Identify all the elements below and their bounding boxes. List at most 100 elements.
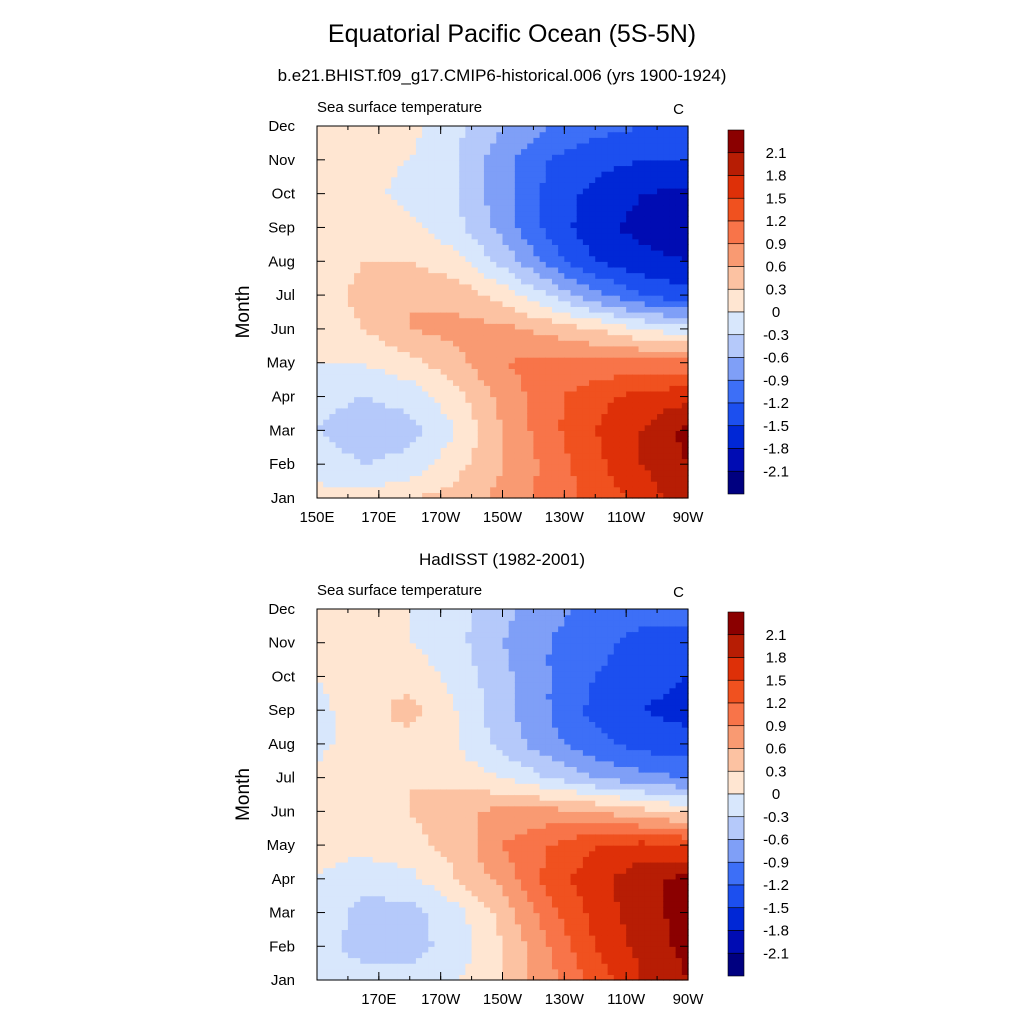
heatmap-cell xyxy=(378,328,386,336)
heatmap-cell xyxy=(385,895,392,902)
heatmap-cell xyxy=(632,340,640,347)
heatmap-cell xyxy=(589,312,596,319)
heatmap-cell xyxy=(329,845,337,852)
heatmap-cell xyxy=(595,272,603,279)
heatmap-cell xyxy=(347,609,355,616)
heatmap-cell xyxy=(595,368,603,375)
heatmap-cell xyxy=(514,159,522,167)
heatmap-cell xyxy=(582,176,590,183)
heatmap-cell xyxy=(415,159,423,167)
heatmap-cell xyxy=(397,176,405,183)
heatmap-cell xyxy=(329,137,337,144)
heatmap-cell xyxy=(533,176,541,183)
heatmap-cell xyxy=(347,648,355,655)
heatmap-cell xyxy=(663,266,671,274)
colorbar-label: -2.1 xyxy=(763,463,789,480)
heatmap-cell xyxy=(323,328,330,336)
heatmap-cell xyxy=(477,165,485,172)
heatmap-cell xyxy=(335,182,343,189)
heatmap-cell xyxy=(323,390,330,398)
heatmap-cell xyxy=(360,255,368,262)
heatmap-cell xyxy=(477,148,485,155)
heatmap-cell xyxy=(551,137,559,144)
heatmap-cell xyxy=(663,486,671,493)
heatmap-cell xyxy=(317,216,324,223)
heatmap-cell xyxy=(323,676,330,683)
heatmap-cell xyxy=(360,923,368,931)
heatmap-cell xyxy=(465,407,473,415)
heatmap-cell xyxy=(434,131,442,138)
heatmap-cell xyxy=(663,481,671,488)
heatmap-cell xyxy=(545,430,553,437)
heatmap-cell xyxy=(434,374,442,381)
heatmap-cell xyxy=(440,374,448,381)
heatmap-cell xyxy=(335,918,343,925)
heatmap-cell xyxy=(385,715,392,723)
heatmap-cell xyxy=(607,379,615,386)
heatmap-cell xyxy=(533,261,541,268)
heatmap-cell xyxy=(502,126,510,133)
heatmap-cell xyxy=(403,402,411,409)
heatmap-cell xyxy=(638,345,646,353)
heatmap-cell xyxy=(477,255,485,262)
heatmap-cell xyxy=(533,385,541,392)
heatmap-cell xyxy=(465,244,473,251)
heatmap-cell xyxy=(601,340,609,347)
heatmap-cell xyxy=(446,469,454,477)
heatmap-cell xyxy=(632,159,640,167)
heatmap-cell xyxy=(391,312,398,319)
heatmap-cell xyxy=(341,165,349,172)
heatmap-cell xyxy=(329,379,337,386)
heatmap-cell xyxy=(366,464,374,471)
heatmap-cell xyxy=(613,171,621,178)
heatmap-cell xyxy=(354,148,361,155)
heatmap-cell xyxy=(341,176,349,183)
heatmap-cell xyxy=(323,402,330,409)
heatmap-cell xyxy=(397,481,405,488)
heatmap-cell xyxy=(360,188,368,195)
heatmap-cell xyxy=(471,148,479,155)
heatmap-cell xyxy=(397,312,405,319)
heatmap-cell xyxy=(391,957,398,964)
heatmap-cell xyxy=(576,216,584,223)
heatmap-cell xyxy=(632,334,640,341)
heatmap-cell xyxy=(601,458,609,465)
heatmap-cell xyxy=(589,379,596,386)
heatmap-cell xyxy=(397,974,405,981)
heatmap-cell xyxy=(508,255,516,262)
heatmap-cell xyxy=(385,665,392,672)
heatmap-cell xyxy=(434,390,442,398)
heatmap-cell xyxy=(428,441,436,448)
heatmap-cell xyxy=(335,204,343,212)
heatmap-cell xyxy=(372,210,380,217)
colorbar-swatch xyxy=(727,197,745,222)
heatmap-cell xyxy=(347,469,355,477)
heatmap-cell xyxy=(551,357,559,364)
heatmap-field xyxy=(317,126,689,499)
heatmap-cell xyxy=(446,278,454,285)
heatmap-cell xyxy=(496,159,504,167)
heatmap-cell xyxy=(601,159,609,167)
heatmap-cell xyxy=(508,374,516,381)
heatmap-cell xyxy=(335,244,343,251)
heatmap-cell xyxy=(453,272,460,279)
heatmap-cell xyxy=(329,693,337,700)
heatmap-cell xyxy=(582,159,590,167)
heatmap-cell xyxy=(619,283,627,291)
heatmap-cell xyxy=(595,340,603,347)
heatmap-cell xyxy=(366,188,374,195)
heatmap-cell xyxy=(440,283,448,291)
heatmap-cell xyxy=(446,182,454,189)
heatmap-cell xyxy=(341,334,349,341)
heatmap-cell xyxy=(650,430,658,437)
heatmap-cell xyxy=(626,176,633,183)
heatmap-cell xyxy=(341,328,349,336)
heatmap-cell xyxy=(490,238,497,245)
heatmap-cell xyxy=(675,469,683,477)
heatmap-cell xyxy=(638,407,646,415)
heatmap-cell xyxy=(638,362,646,369)
heatmap-cell xyxy=(669,295,677,302)
heatmap-cell xyxy=(558,402,565,409)
heatmap-cell xyxy=(626,328,633,336)
heatmap-cell xyxy=(638,193,646,200)
